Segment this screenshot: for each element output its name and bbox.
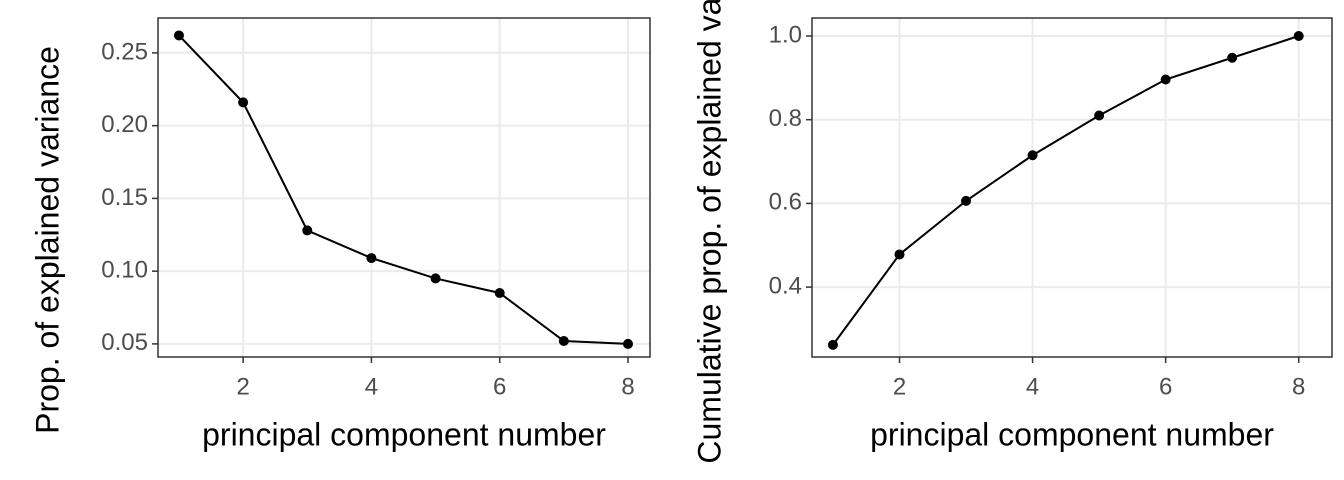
line xyxy=(832,35,1300,346)
point xyxy=(894,249,905,260)
x-tick-label: 4 xyxy=(365,373,378,400)
plot-background xyxy=(158,18,650,357)
point xyxy=(961,195,972,206)
point xyxy=(494,287,505,298)
point xyxy=(827,339,838,350)
x-tick-label: 8 xyxy=(1292,373,1305,400)
y-tick-label: 0.8 xyxy=(769,105,802,132)
point xyxy=(173,30,184,41)
x-tick-label: 6 xyxy=(493,373,506,400)
x-tick-label: 2 xyxy=(893,373,906,400)
panel: 0.05 0.10 0.15 0.20 0.25 2 4 6 8 principal compon… xyxy=(29,17,651,452)
point xyxy=(1027,150,1038,161)
x-tick-label: 2 xyxy=(236,373,249,400)
point xyxy=(302,225,313,236)
x-tick-label: 8 xyxy=(621,373,634,400)
point xyxy=(238,97,249,108)
x-axis-title: principal component number xyxy=(870,416,1274,452)
panel: 0.4 0.6 0.8 1.0 2 4 6 8 principal component numb… xyxy=(691,0,1333,464)
y-tick-label: 0.05 xyxy=(101,329,148,356)
y-tick-label: 0.6 xyxy=(769,189,802,216)
y-tick-label: 0.25 xyxy=(101,38,148,65)
point xyxy=(430,273,441,284)
line xyxy=(178,34,629,345)
x-axis-title: principal component number xyxy=(202,416,606,452)
y-axis-title: Cumulative prop. of explained variance xyxy=(691,0,727,464)
y-tick-label: 1.0 xyxy=(769,21,802,48)
y-tick-label: 0.10 xyxy=(101,257,148,284)
point xyxy=(1293,30,1304,41)
point xyxy=(558,335,569,346)
y-axis-title: Prop. of explained variance xyxy=(29,46,65,434)
y-tick-label: 0.20 xyxy=(101,111,148,138)
y-tick-label: 0.4 xyxy=(769,272,802,299)
x-tick-label: 6 xyxy=(1159,373,1172,400)
plot-border xyxy=(157,17,651,358)
point xyxy=(1094,110,1105,121)
point xyxy=(1227,52,1238,63)
point xyxy=(1160,74,1171,85)
plot-border xyxy=(811,17,1333,358)
y-tick-label: 0.15 xyxy=(101,184,148,211)
plot-background xyxy=(812,18,1332,357)
x-tick-label: 4 xyxy=(1026,373,1039,400)
point xyxy=(366,253,377,264)
point xyxy=(622,338,633,349)
